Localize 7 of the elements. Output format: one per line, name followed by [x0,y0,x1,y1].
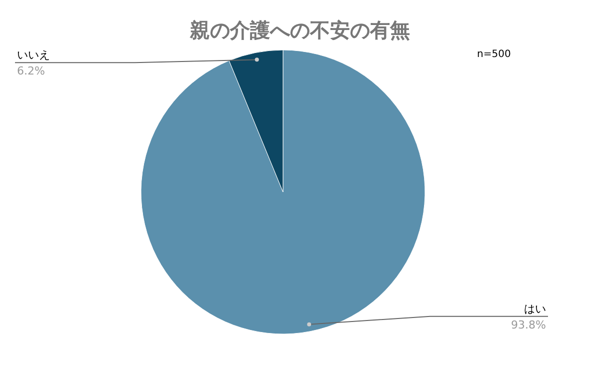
text: n=500 [477,49,511,60]
chart-title: 親の介護への不安の有無 [189,18,410,42]
slice-label: はい [524,302,546,316]
slice-label: いいえ [17,48,50,62]
pie-slice [140,50,426,334]
data-label: 93.8% [511,318,546,332]
data-label: 6.2% [17,64,45,78]
